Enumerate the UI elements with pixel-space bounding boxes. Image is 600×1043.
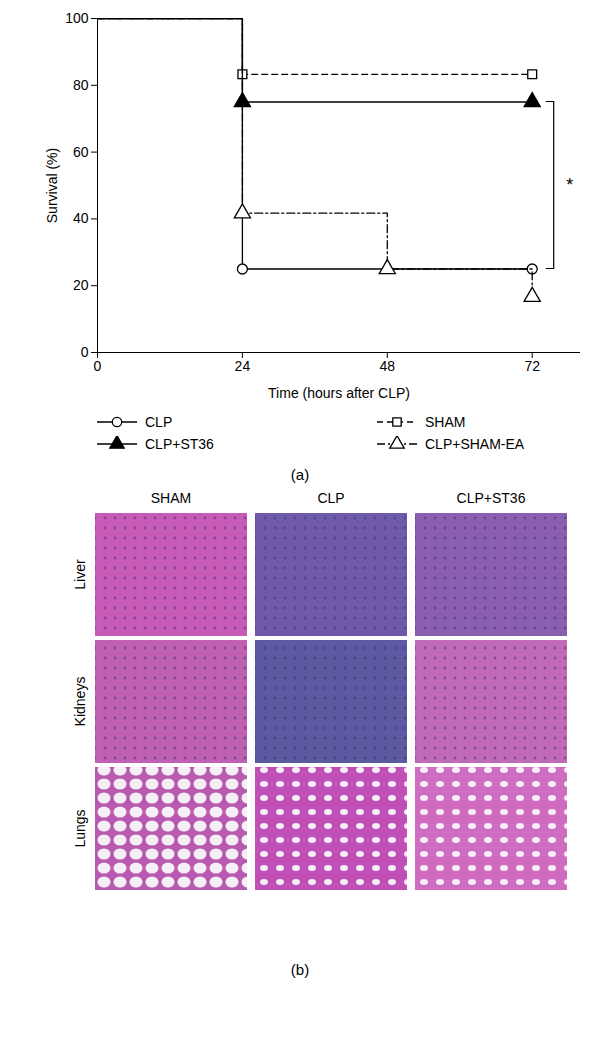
html-text:CLP+SHAM-EA: CLP+SHAM-EA [425, 436, 525, 452]
svg-text:48: 48 [380, 358, 396, 374]
svg-text:20: 20 [73, 277, 89, 293]
svg-text:SHAM: SHAM [151, 490, 191, 506]
svg-text:Liver: Liver [72, 559, 88, 590]
svg-text:24: 24 [235, 358, 251, 374]
svg-text:0: 0 [81, 344, 89, 360]
svg-text:Time (hours after CLP): Time (hours after CLP) [268, 385, 410, 401]
svg-text:Lungs: Lungs [72, 809, 88, 847]
html-text:CLP: CLP [145, 414, 173, 430]
html-text:(b): (b) [290, 961, 310, 978]
svg-text:Survival (%): Survival (%) [44, 148, 60, 223]
html-text:(a): (a) [290, 466, 310, 483]
svg-text:*: * [566, 175, 573, 195]
svg-text:Kidneys: Kidneys [72, 677, 88, 727]
svg-text:0: 0 [94, 358, 102, 374]
svg-text:100: 100 [65, 10, 89, 26]
svg-text:72: 72 [524, 358, 540, 374]
svg-text:CLP: CLP [317, 490, 344, 506]
svg-text:CLP+ST36: CLP+ST36 [457, 490, 526, 506]
svg-text:80: 80 [73, 77, 89, 93]
svg-text:60: 60 [73, 144, 89, 160]
svg-text:40: 40 [73, 210, 89, 226]
html-text:CLP+ST36: CLP+ST36 [145, 436, 214, 452]
html-text:SHAM: SHAM [425, 414, 466, 430]
